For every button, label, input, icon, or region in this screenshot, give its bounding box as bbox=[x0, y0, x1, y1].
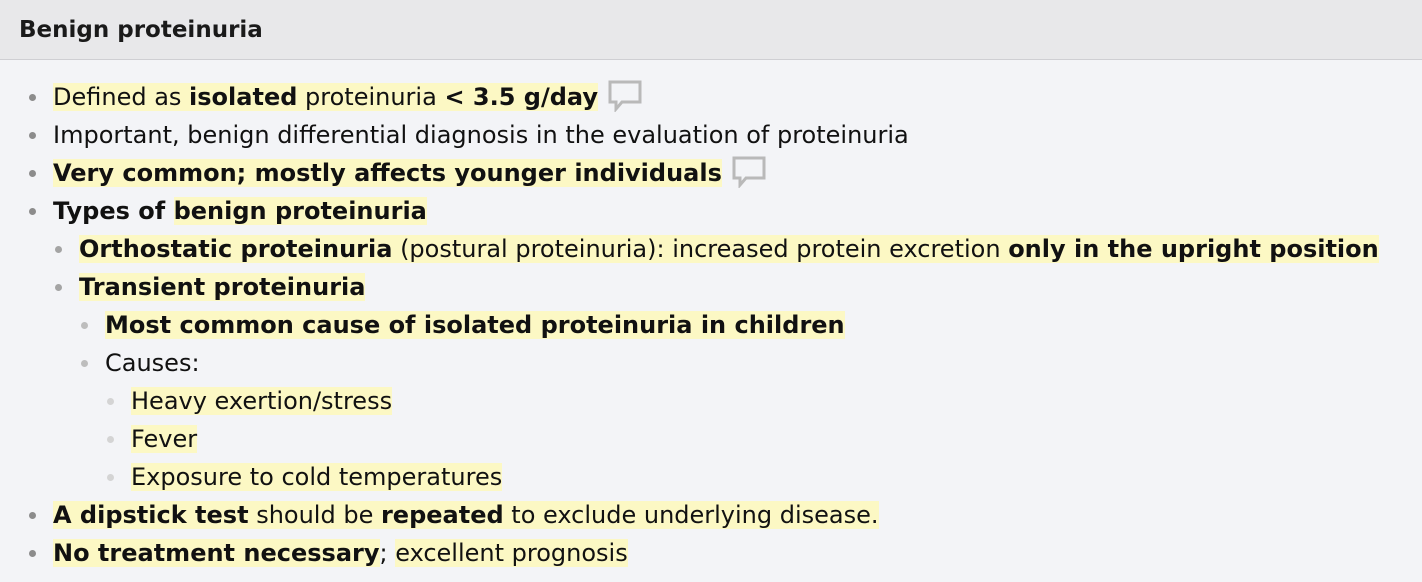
text-segment: Most common cause of isolated proteinuri… bbox=[105, 311, 845, 339]
section-header[interactable]: Benign proteinuria bbox=[0, 0, 1422, 60]
bullet-marker bbox=[107, 436, 114, 443]
item-text: A dipstick test should be repeated to ex… bbox=[53, 496, 879, 534]
bullet-marker bbox=[29, 132, 36, 139]
item-text: Causes: bbox=[105, 344, 200, 382]
list-item: Orthostatic proteinuria (postural protei… bbox=[0, 230, 1422, 268]
list-item: A dipstick test should be repeated to ex… bbox=[0, 496, 1422, 534]
text-segment: Very common; mostly affects younger indi… bbox=[53, 159, 722, 187]
item-text: No treatment necessary; excellent progno… bbox=[53, 534, 628, 572]
bullet-marker bbox=[29, 550, 36, 557]
list-item: Fever bbox=[0, 420, 1422, 458]
list-item: Defined as isolated proteinuria < 3.5 g/… bbox=[0, 78, 1422, 116]
list-item: Most common cause of isolated proteinuri… bbox=[0, 306, 1422, 344]
text-segment: (postural proteinuria): increased protei… bbox=[392, 235, 1009, 263]
bullet-marker bbox=[29, 208, 36, 215]
bullet-marker bbox=[107, 398, 114, 405]
item-text: Fever bbox=[131, 420, 198, 458]
text-segment: A dipstick test bbox=[53, 501, 249, 529]
text-segment: Fever bbox=[131, 425, 198, 453]
list-item: No treatment necessary; excellent progno… bbox=[0, 534, 1422, 572]
text-segment: should be bbox=[248, 501, 381, 529]
text-segment: Types of bbox=[53, 197, 174, 225]
text-segment: Transient proteinuria bbox=[79, 273, 366, 301]
list-item: Heavy exertion/stress bbox=[0, 382, 1422, 420]
bullet-marker bbox=[29, 512, 36, 519]
speech-bubble-icon[interactable] bbox=[608, 80, 642, 114]
text-segment: repeated bbox=[380, 501, 504, 529]
item-text: Very common; mostly affects younger indi… bbox=[53, 154, 766, 192]
item-text: Exposure to cold temperatures bbox=[131, 458, 503, 496]
text-segment: isolated bbox=[189, 83, 298, 111]
bullet-marker bbox=[107, 474, 114, 481]
text-segment: proteinuria bbox=[297, 83, 445, 111]
text-segment: No treatment necessary bbox=[53, 539, 380, 567]
list-item: Important, benign differential diagnosis… bbox=[0, 116, 1422, 154]
item-text: Types of benign proteinuria bbox=[53, 192, 427, 230]
item-text: Transient proteinuria bbox=[79, 268, 366, 306]
bullet-marker bbox=[29, 170, 36, 177]
item-text: Heavy exertion/stress bbox=[131, 382, 393, 420]
list-item: Very common; mostly affects younger indi… bbox=[0, 154, 1422, 192]
text-segment: ; bbox=[379, 539, 396, 567]
item-text: Orthostatic proteinuria (postural protei… bbox=[79, 230, 1379, 268]
bullet-marker bbox=[55, 246, 62, 253]
section-title: Benign proteinuria bbox=[19, 16, 263, 43]
text-segment: < 3.5 g/day bbox=[444, 83, 598, 111]
text-segment: Exposure to cold temperatures bbox=[131, 463, 503, 491]
text-segment: benign proteinuria bbox=[173, 197, 427, 225]
list-item: Transient proteinuria bbox=[0, 268, 1422, 306]
list-item: Exposure to cold temperatures bbox=[0, 458, 1422, 496]
bullet-marker bbox=[81, 360, 88, 367]
bullet-marker bbox=[81, 322, 88, 329]
item-text: Important, benign differential diagnosis… bbox=[53, 116, 909, 154]
bullet-list: Defined as isolated proteinuria < 3.5 g/… bbox=[0, 60, 1422, 572]
bullet-marker bbox=[29, 94, 36, 101]
text-segment: to exclude underlying disease. bbox=[503, 501, 879, 529]
bullet-marker bbox=[55, 284, 62, 291]
list-item: Causes: bbox=[0, 344, 1422, 382]
text-segment: Causes: bbox=[105, 349, 200, 377]
text-segment: Important, benign differential diagnosis… bbox=[53, 121, 909, 149]
text-segment: Orthostatic proteinuria bbox=[79, 235, 393, 263]
text-segment: only in the upright position bbox=[1008, 235, 1379, 263]
speech-bubble-icon[interactable] bbox=[732, 156, 766, 190]
list-item: Types of benign proteinuria bbox=[0, 192, 1422, 230]
text-segment: Defined as bbox=[53, 83, 190, 111]
item-text: Defined as isolated proteinuria < 3.5 g/… bbox=[53, 78, 642, 116]
text-segment: Heavy exertion/stress bbox=[131, 387, 393, 415]
text-segment: excellent prognosis bbox=[395, 539, 628, 567]
item-text: Most common cause of isolated proteinuri… bbox=[105, 306, 845, 344]
